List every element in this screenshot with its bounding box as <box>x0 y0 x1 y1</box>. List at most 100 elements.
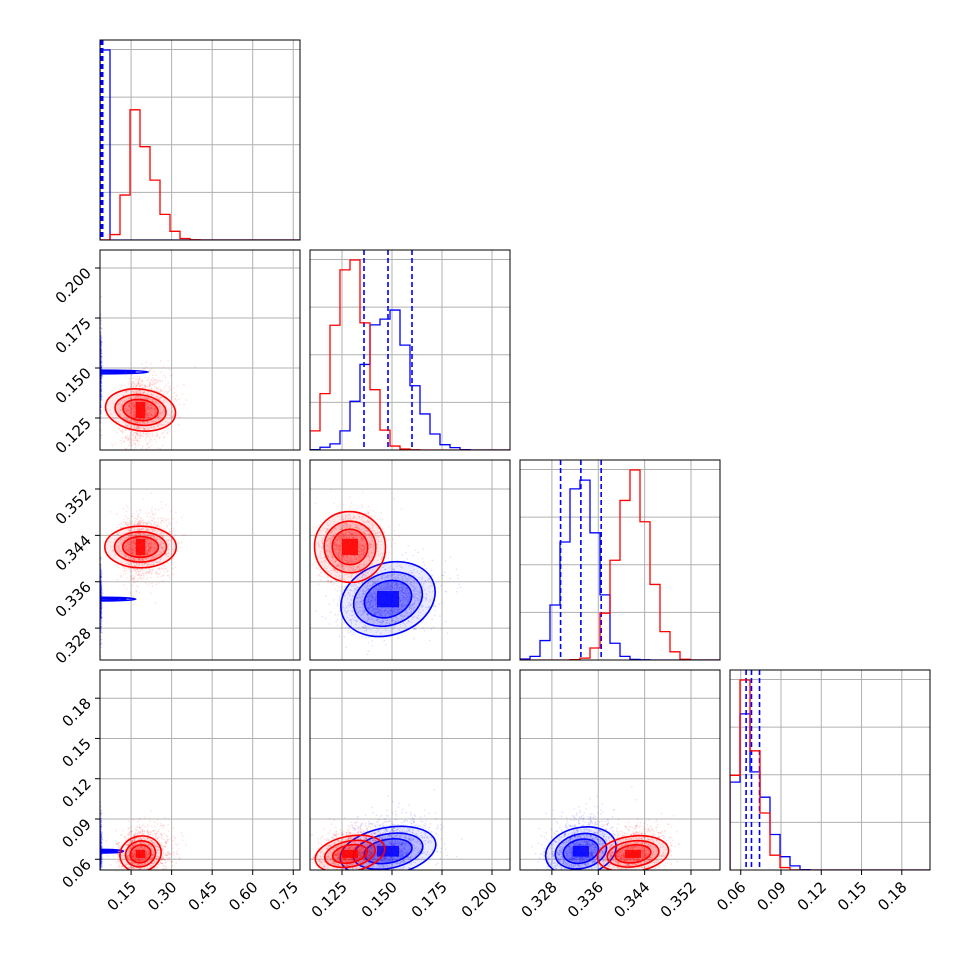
scatter-point-red <box>145 366 147 368</box>
scatter-point-blue <box>98 388 100 390</box>
scatter-point-blue <box>98 373 100 375</box>
scatter-point-blue <box>98 343 100 345</box>
scatter-point-blue <box>98 363 100 365</box>
scatter-point-blue <box>97 389 99 391</box>
scatter-point-blue <box>98 605 100 607</box>
scatter-point-blue <box>97 390 99 392</box>
scatter-point-blue <box>97 382 99 384</box>
scatter-point-blue <box>98 389 100 391</box>
scatter-point-blue <box>98 373 100 375</box>
scatter-point-blue <box>98 634 100 636</box>
scatter-point-red <box>132 435 134 437</box>
scatter-point-blue <box>98 360 100 362</box>
scatter-point-blue <box>98 381 100 383</box>
scatter-point-blue <box>98 375 100 377</box>
scatter-point-blue <box>98 370 100 372</box>
scatter-point-red <box>132 431 134 433</box>
scatter-point-blue <box>97 606 99 608</box>
scatter-point-blue <box>101 396 103 398</box>
scatter-point-blue <box>98 625 100 627</box>
scatter-point-red <box>123 584 125 586</box>
scatter-point-blue <box>98 576 100 578</box>
scatter-point-blue <box>98 397 100 399</box>
scatter-point-blue <box>98 386 100 388</box>
scatter-point-blue <box>98 595 100 597</box>
scatter-point-red <box>156 441 158 443</box>
scatter-point-blue <box>98 591 100 593</box>
scatter-point-blue <box>98 414 100 416</box>
scatter-point-red <box>146 434 148 436</box>
scatter-point-blue <box>97 620 99 622</box>
scatter-point-red <box>164 387 166 389</box>
scatter-point-red <box>160 501 162 503</box>
scatter-point-red <box>127 438 129 440</box>
scatter-point-red <box>153 379 155 381</box>
scatter-point-blue <box>97 342 99 344</box>
scatter-point-red <box>138 380 140 382</box>
scatter-point-blue <box>98 362 100 364</box>
scatter-point-blue <box>98 422 100 424</box>
scatter-point-red <box>136 383 138 385</box>
scatter-point-blue <box>98 380 100 382</box>
density-peak-red <box>136 402 145 418</box>
scatter-point-blue <box>98 374 100 376</box>
scatter-point-blue <box>98 391 100 393</box>
scatter-point-red <box>139 592 141 594</box>
scatter-point-blue <box>98 587 100 589</box>
scatter-point-red <box>139 376 141 378</box>
scatter-point-blue <box>98 589 100 591</box>
scatter-point-blue <box>97 579 99 581</box>
scatter-point-red <box>172 530 174 532</box>
scatter-point-red <box>195 366 197 368</box>
scatter-point-red <box>151 493 153 495</box>
scatter-point-blue <box>98 574 100 576</box>
scatter-point-red <box>148 379 150 381</box>
scatter-point-blue <box>98 365 100 367</box>
scatter-point-blue <box>98 592 100 594</box>
scatter-point-blue <box>98 602 100 604</box>
scatter-point-red <box>174 392 176 394</box>
scatter-point-blue <box>98 346 100 348</box>
scatter-point-red <box>151 387 153 389</box>
scatter-point-blue <box>98 388 100 390</box>
scatter-point-red <box>166 391 168 393</box>
scatter-point-blue <box>98 354 100 356</box>
scatter-point-blue <box>98 354 100 356</box>
scatter-point-blue <box>98 406 100 408</box>
scatter-point-red <box>122 432 124 434</box>
scatter-point-red <box>138 444 140 446</box>
scatter-point-blue <box>97 375 99 377</box>
scatter-point-red <box>141 447 143 449</box>
scatter-point-red <box>159 437 161 439</box>
scatter-point-red <box>131 444 133 446</box>
scatter-point-red <box>172 559 174 561</box>
scatter-point-blue <box>98 643 100 645</box>
scatter-point-red <box>142 384 144 386</box>
scatter-point-red <box>130 383 132 385</box>
scatter-point-red <box>149 374 151 376</box>
scatter-point-blue <box>98 598 100 600</box>
scatter-point-blue <box>97 613 99 615</box>
scatter-point-blue <box>98 593 100 595</box>
scatter-point-blue <box>98 614 100 616</box>
scatter-point-red <box>139 384 141 386</box>
scatter-point-red <box>142 524 144 526</box>
scatter-point-red <box>170 523 172 525</box>
scatter-point-blue <box>98 382 100 384</box>
scatter-point-blue <box>98 599 100 601</box>
scatter-point-blue <box>98 594 100 596</box>
scatter-point-blue <box>97 624 99 626</box>
scatter-point-blue <box>98 385 100 387</box>
scatter-point-red <box>183 404 185 406</box>
scatter-point-blue <box>98 585 100 587</box>
scatter-point-blue <box>98 595 100 597</box>
scatter-point-blue <box>98 591 100 593</box>
scatter-point-blue <box>98 373 100 375</box>
scatter-point-red <box>117 579 119 581</box>
scatter-point-red <box>123 441 125 443</box>
scatter-point-blue <box>98 353 100 355</box>
scatter-point-blue <box>98 340 100 342</box>
scatter-point-blue <box>98 364 100 366</box>
scatter-point-red <box>169 395 171 397</box>
